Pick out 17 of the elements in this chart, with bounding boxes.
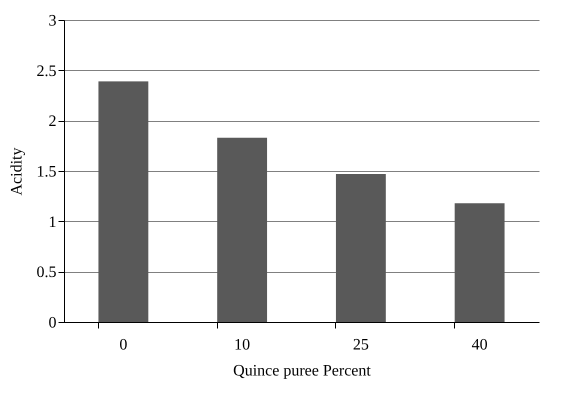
x-tick-label: 10 (234, 336, 250, 354)
y-tick-label: 0 (48, 314, 56, 332)
y-tick-label: 3 (48, 12, 56, 30)
y-tick-label: 2 (48, 113, 56, 130)
y-tick-label: 0.5 (36, 264, 56, 282)
x-tick-label: 25 (352, 336, 369, 354)
y-axis-title: Acidity (8, 148, 26, 196)
x-tick-label: 40 (472, 336, 488, 354)
y-tick-label: 1.5 (36, 164, 56, 180)
bar (336, 174, 386, 322)
x-tick-label: 0 (119, 336, 128, 354)
bar (217, 138, 268, 322)
bar (454, 203, 505, 322)
y-tick-label: 1 (48, 214, 56, 231)
y-tick-label: 2.5 (36, 62, 56, 80)
bar (98, 81, 148, 322)
x-axis-title: Quince puree Percent (233, 362, 372, 380)
